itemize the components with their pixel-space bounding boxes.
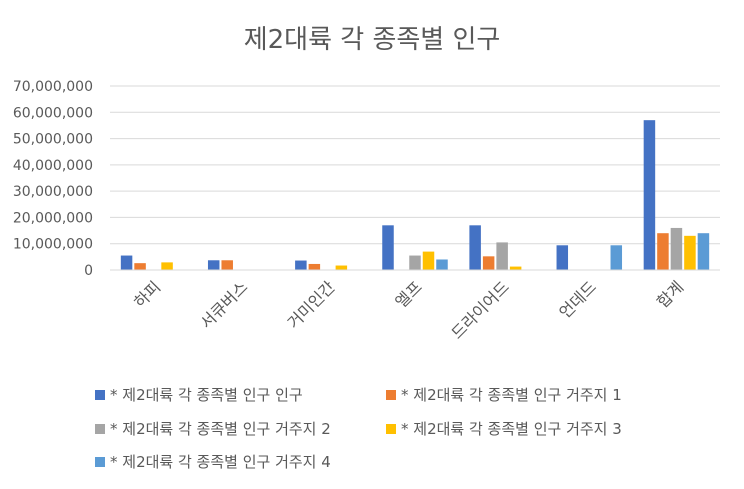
y-axis-ticks: 70,000,000 60,000,000 50,000,000 40,000,000… <box>13 79 93 279</box>
bar <box>643 120 656 271</box>
bar <box>382 225 394 270</box>
bar <box>308 263 321 270</box>
legend: * 제2대륙 각 종족별 인구 인구 * 제2대륙 각 종족별 인구 거주지 1 *… <box>95 386 622 471</box>
x-category-label: 합계 <box>653 277 687 311</box>
bar <box>409 255 421 270</box>
bar <box>134 263 146 270</box>
bar <box>335 265 348 270</box>
bar <box>556 245 569 270</box>
legend-swatch <box>386 424 396 434</box>
legend-swatch <box>95 390 105 400</box>
x-category-label: 드라이어드 <box>447 277 512 342</box>
legend-swatch <box>95 457 105 467</box>
bar <box>295 260 307 270</box>
bar <box>207 260 220 270</box>
bar <box>697 233 710 270</box>
bar <box>120 255 133 270</box>
chart-title: 제2대륙 각 종족별 인구 <box>244 25 501 55</box>
legend-swatch <box>386 390 396 400</box>
y-tick-label: 60,000,000 <box>13 105 93 121</box>
bar <box>482 256 495 270</box>
bar <box>469 225 481 270</box>
x-category-label: 언데드 <box>555 277 600 322</box>
x-category-label: 엘프 <box>392 277 426 311</box>
bar <box>422 251 435 270</box>
gridlines <box>110 85 720 245</box>
bar <box>684 235 696 270</box>
y-tick-label: 30,000,000 <box>13 184 93 200</box>
y-tick-label: 50,000,000 <box>13 132 93 148</box>
bar <box>221 260 233 270</box>
bar <box>610 245 623 270</box>
bar <box>657 233 669 270</box>
legend-label: * 제2대륙 각 종족별 인구 거주지 3 <box>401 420 622 438</box>
x-category-label: 하피 <box>130 277 164 311</box>
bar <box>509 266 522 270</box>
x-axis-categories: 하피 서큐버스 거미인간 엘프 드라이어드 언데드 합계 <box>130 277 687 343</box>
y-tick-label: 20,000,000 <box>13 210 93 226</box>
bar <box>670 227 683 270</box>
x-category-label: 거미인간 <box>284 277 339 332</box>
y-tick-label: 10,000,000 <box>13 237 93 253</box>
y-tick-label: 0 <box>84 263 93 279</box>
legend-label: * 제2대륙 각 종족별 인구 거주지 2 <box>110 420 331 438</box>
x-category-label: 서큐버스 <box>196 277 251 332</box>
bar <box>161 262 173 270</box>
bar <box>496 242 508 270</box>
bars <box>120 120 710 271</box>
legend-swatch <box>95 424 105 434</box>
y-tick-label: 70,000,000 <box>13 79 93 95</box>
legend-label: * 제2대륙 각 종족별 인구 인구 <box>110 386 303 404</box>
legend-label: * 제2대륙 각 종족별 인구 거주지 4 <box>110 453 331 471</box>
bar <box>436 259 448 270</box>
y-tick-label: 40,000,000 <box>13 158 93 174</box>
legend-label: * 제2대륙 각 종족별 인구 거주지 1 <box>401 386 622 404</box>
